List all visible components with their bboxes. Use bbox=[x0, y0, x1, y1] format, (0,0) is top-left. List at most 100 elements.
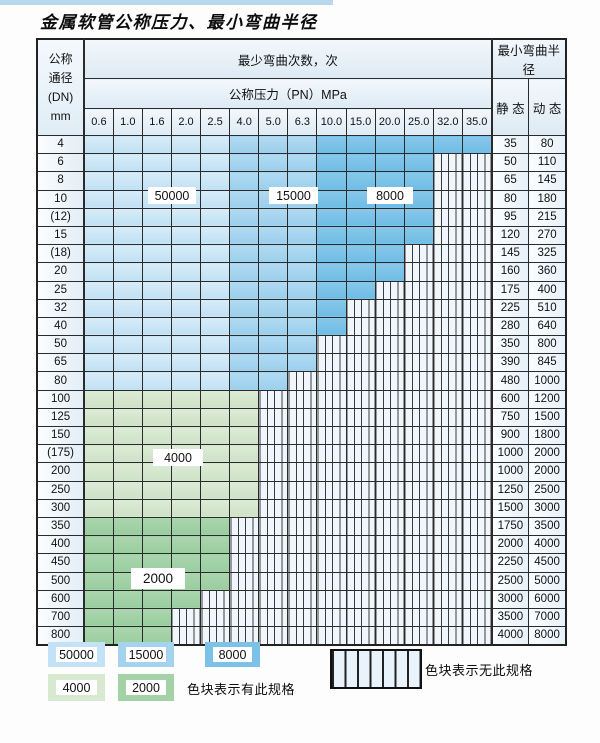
spec-cell bbox=[112, 353, 143, 373]
spec-cell bbox=[287, 225, 318, 246]
spec-cell bbox=[83, 462, 114, 482]
spec-cell bbox=[141, 134, 172, 155]
no-spec-cell bbox=[403, 262, 434, 282]
spec-cell bbox=[258, 353, 289, 373]
spec-cell bbox=[170, 353, 202, 373]
table-row: 250 1250 2500 bbox=[36, 480, 567, 500]
spec-cell bbox=[287, 353, 318, 373]
spec-cell bbox=[112, 280, 143, 300]
no-spec-cell bbox=[316, 516, 347, 537]
static-value-cell: 2500 bbox=[490, 571, 530, 591]
dynamic-value-cell: 325 bbox=[528, 244, 567, 264]
bend-radius-header: 最小弯曲半径 bbox=[490, 38, 567, 79]
dn-cell: 450 bbox=[36, 553, 86, 573]
spec-cell bbox=[200, 280, 231, 300]
static-value-cell: 1750 bbox=[490, 516, 530, 537]
no-spec-cell bbox=[403, 498, 434, 518]
spec-cell bbox=[83, 153, 114, 173]
spec-cell bbox=[112, 335, 143, 355]
no-spec-cell bbox=[345, 353, 376, 373]
spec-cell bbox=[141, 153, 172, 173]
spec-cell bbox=[83, 335, 114, 355]
cycles-label-8000: 8000 bbox=[367, 187, 413, 204]
no-spec-cell bbox=[258, 607, 289, 628]
static-value-cell: 95 bbox=[490, 207, 530, 227]
spec-cell bbox=[229, 153, 260, 173]
no-spec-cell bbox=[229, 553, 260, 573]
no-spec-cell bbox=[432, 407, 463, 428]
dynamic-value-cell: 2500 bbox=[528, 480, 567, 500]
no-spec-cell bbox=[287, 444, 318, 464]
spec-cell bbox=[170, 535, 202, 555]
no-spec-cell bbox=[461, 462, 493, 482]
cycles-label-50000: 50000 bbox=[148, 187, 196, 204]
dn-cell: 15 bbox=[36, 225, 86, 246]
no-spec-cell bbox=[345, 535, 376, 555]
legend-swatch-4000-label: 4000 bbox=[55, 679, 98, 696]
no-spec-cell bbox=[287, 371, 318, 391]
spec-cell bbox=[229, 498, 260, 518]
spec-cell bbox=[287, 298, 318, 318]
spec-cell bbox=[141, 225, 172, 246]
spec-cell bbox=[112, 535, 143, 555]
cycles-label-15000: 15000 bbox=[269, 187, 318, 204]
no-spec-cell bbox=[432, 244, 463, 264]
static-value-cell: 2250 bbox=[490, 553, 530, 573]
dn-column-header: 公称 通径 (DN) mm bbox=[36, 38, 86, 136]
pressure-header: 公称压力（PN）MPa bbox=[83, 78, 493, 109]
spec-cell bbox=[112, 262, 143, 282]
spec-cell bbox=[83, 553, 114, 573]
dn-cell: 400 bbox=[36, 535, 86, 555]
spec-cell bbox=[316, 171, 347, 191]
no-spec-cell bbox=[287, 462, 318, 482]
no-spec-cell bbox=[403, 353, 434, 373]
hose-spec-table: 公称 通径 (DN) mm 最少弯曲次数，次 最小弯曲半径 公称压力（PN）MPa 静 态动 … bbox=[36, 38, 567, 647]
table-row: (175) 1000 2000 bbox=[36, 444, 567, 464]
pressure-value-header: 32.0 bbox=[432, 108, 463, 136]
no-spec-cell bbox=[316, 535, 347, 555]
table-row: 50 350 800 bbox=[36, 335, 567, 355]
pressure-value-header: 0.6 bbox=[83, 108, 114, 136]
spec-cell bbox=[258, 335, 289, 355]
no-spec-cell bbox=[258, 425, 289, 446]
spec-cell bbox=[316, 225, 347, 246]
spec-cell bbox=[170, 480, 202, 500]
spec-cell bbox=[83, 298, 114, 318]
no-spec-cell bbox=[432, 171, 463, 191]
spec-cell bbox=[141, 589, 172, 609]
spec-cell bbox=[258, 262, 289, 282]
no-spec-cell bbox=[287, 607, 318, 628]
table-row: 4 35 80 bbox=[36, 134, 567, 155]
spec-cell bbox=[170, 371, 202, 391]
spec-cell bbox=[200, 425, 231, 446]
no-spec-cell bbox=[374, 589, 405, 609]
no-spec-cell bbox=[316, 498, 347, 518]
no-spec-cell bbox=[345, 498, 376, 518]
no-spec-cell bbox=[432, 425, 463, 446]
spec-cell bbox=[83, 316, 114, 337]
legend-swatch-8000: 8000 bbox=[205, 642, 260, 667]
spec-cell bbox=[112, 244, 143, 264]
no-spec-cell bbox=[316, 407, 347, 428]
no-spec-cell bbox=[258, 480, 289, 500]
spec-cell bbox=[141, 425, 172, 446]
table-row: 40 280 640 bbox=[36, 316, 567, 337]
dn-header-line: mm bbox=[50, 108, 71, 123]
spec-cell bbox=[229, 280, 260, 300]
no-spec-cell bbox=[374, 498, 405, 518]
spec-cell bbox=[141, 262, 172, 282]
spec-cell bbox=[200, 498, 231, 518]
no-spec-cell bbox=[432, 480, 463, 500]
no-spec-cell bbox=[432, 589, 463, 609]
no-spec-cell bbox=[287, 425, 318, 446]
spec-cell bbox=[112, 589, 143, 609]
table-row: 800 4000 8000 bbox=[36, 626, 567, 646]
no-spec-cell bbox=[345, 407, 376, 428]
no-spec-cell bbox=[345, 589, 376, 609]
no-spec-cell bbox=[403, 425, 434, 446]
no-spec-cell bbox=[258, 553, 289, 573]
spec-cell bbox=[112, 171, 143, 191]
spec-cell bbox=[229, 425, 260, 446]
scan-artifact-strip bbox=[0, 0, 333, 5]
no-spec-cell bbox=[316, 480, 347, 500]
